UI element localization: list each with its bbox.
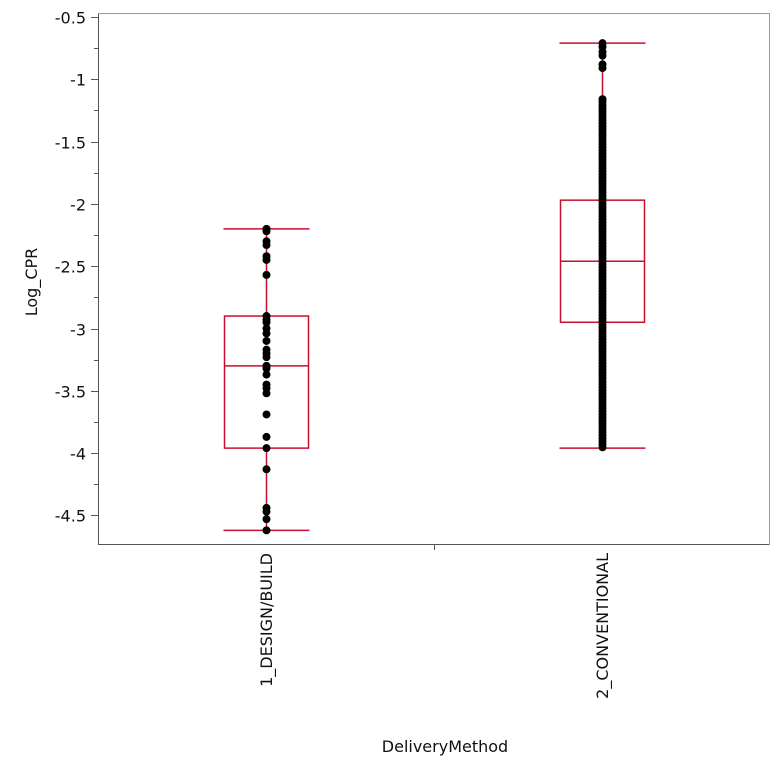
data-point: [262, 370, 271, 379]
data-point: [262, 241, 271, 250]
data-point: [262, 444, 271, 453]
x-axis-ticks: 1_DESIGN/BUILD 2_CONVENTIONAL: [257, 545, 613, 699]
data-point: [598, 443, 607, 452]
data-point: [262, 353, 271, 362]
point-series: [262, 39, 607, 535]
data-point: [262, 336, 271, 345]
y-tick-label: -4: [70, 445, 86, 464]
x-category-label: 1_DESIGN/BUILD: [257, 553, 277, 687]
y-tick-label: -3: [70, 321, 86, 340]
y-tick-label: -0.5: [55, 9, 86, 28]
y-tick-label: -1: [70, 71, 86, 90]
data-point: [598, 51, 607, 60]
data-point: [262, 389, 271, 398]
y-tick-label: -4.5: [55, 507, 86, 526]
x-axis-label: DeliveryMethod: [382, 737, 508, 756]
data-point: [262, 318, 271, 327]
y-tick-label: -2: [70, 196, 86, 215]
y-axis-label: Log_CPR: [22, 248, 42, 317]
data-point: [262, 465, 271, 474]
data-point: [262, 270, 271, 279]
data-point: [262, 364, 271, 373]
x-category-label: 2_CONVENTIONAL: [593, 553, 613, 699]
data-point: [262, 526, 271, 535]
data-point: [262, 507, 271, 516]
y-tick-label: -1.5: [55, 134, 86, 153]
data-point: [262, 329, 271, 338]
data-point: [262, 255, 271, 264]
y-axis-ticks: -0.5 -1 -1.5 -2 -2.5 -3 -3.5 -4 -4.5: [55, 9, 98, 526]
data-point: [262, 432, 271, 441]
y-tick-label: -2.5: [55, 258, 86, 277]
box-series: [223, 42, 646, 532]
data-point: [598, 64, 607, 73]
y-tick-label: -3.5: [55, 383, 86, 402]
data-point: [262, 515, 271, 524]
plot-frame: [98, 13, 770, 545]
data-point: [262, 227, 271, 236]
data-point: [262, 410, 271, 419]
